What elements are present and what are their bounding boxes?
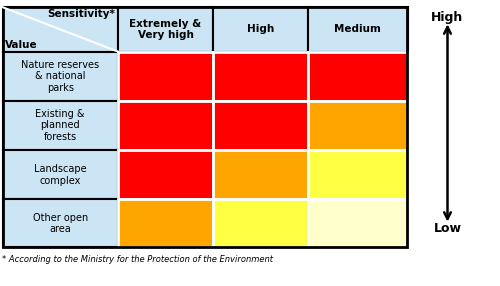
Bar — [118, 7, 213, 51]
Bar — [308, 199, 408, 247]
Text: Nature reserves
& national
parks: Nature reserves & national parks — [21, 59, 100, 93]
Bar — [2, 7, 407, 247]
Bar — [213, 51, 308, 101]
Text: * According to the Ministry for the Protection of the Environment: * According to the Ministry for the Prot… — [2, 255, 274, 263]
Bar — [213, 101, 308, 150]
Bar — [213, 199, 308, 247]
Text: Value: Value — [5, 40, 38, 50]
Text: Landscape
complex: Landscape complex — [34, 164, 86, 186]
Text: Existing &
planned
forests: Existing & planned forests — [36, 109, 85, 142]
Text: Extremely &
Very high: Extremely & Very high — [130, 19, 202, 40]
Text: High: High — [247, 24, 274, 34]
Bar — [2, 7, 118, 51]
Bar — [308, 7, 408, 51]
Bar — [2, 51, 118, 101]
Bar — [213, 150, 308, 199]
Text: Low: Low — [434, 222, 462, 235]
Text: Other open
area: Other open area — [32, 212, 88, 234]
Bar — [308, 101, 408, 150]
Bar — [2, 199, 118, 247]
Bar — [2, 101, 118, 150]
Text: Sensitivity*: Sensitivity* — [48, 9, 116, 19]
Text: Medium: Medium — [334, 24, 382, 34]
Bar — [213, 7, 308, 51]
Bar — [308, 51, 408, 101]
Bar — [118, 199, 213, 247]
Bar — [2, 150, 118, 199]
Text: High: High — [432, 11, 464, 24]
Bar — [118, 101, 213, 150]
Bar — [308, 150, 408, 199]
Bar — [118, 150, 213, 199]
Bar — [118, 51, 213, 101]
